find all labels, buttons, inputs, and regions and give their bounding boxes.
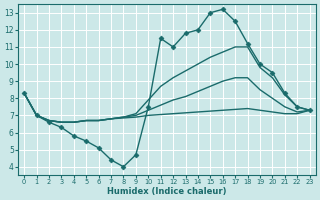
X-axis label: Humidex (Indice chaleur): Humidex (Indice chaleur): [107, 187, 227, 196]
